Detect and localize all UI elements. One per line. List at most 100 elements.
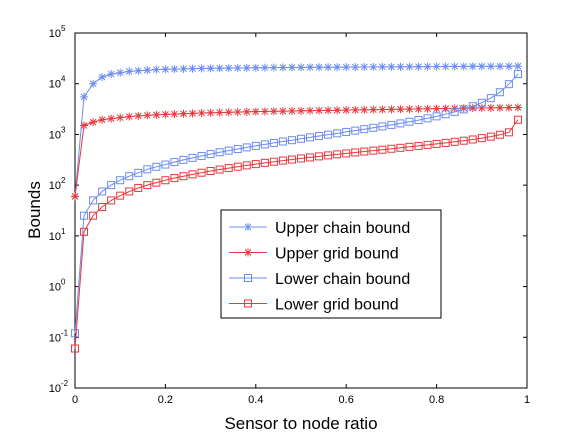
data-point bbox=[71, 192, 79, 201]
data-point bbox=[378, 105, 387, 114]
data-point bbox=[215, 108, 224, 117]
data-point bbox=[80, 211, 89, 220]
data-point-stroke bbox=[433, 63, 440, 70]
data-point bbox=[71, 329, 79, 338]
legend-label: Lower chain bound bbox=[275, 271, 410, 288]
data-point bbox=[161, 176, 170, 185]
data-point-stroke bbox=[198, 109, 205, 117]
data-point bbox=[423, 62, 432, 71]
data-point bbox=[224, 64, 233, 73]
data-point bbox=[125, 67, 134, 76]
data-point bbox=[459, 136, 468, 145]
series-layer bbox=[71, 62, 522, 353]
data-point bbox=[306, 133, 315, 142]
series-1 bbox=[71, 103, 522, 201]
data-point-stroke bbox=[89, 118, 97, 126]
data-point bbox=[206, 108, 215, 117]
data-point-stroke bbox=[80, 93, 88, 101]
data-point bbox=[215, 165, 224, 174]
data-point bbox=[495, 130, 504, 139]
y-tick-label: 10 bbox=[49, 129, 61, 141]
data-point-stroke bbox=[478, 62, 486, 70]
data-point bbox=[80, 121, 89, 130]
data-point bbox=[287, 106, 296, 115]
data-point bbox=[297, 106, 305, 115]
data-point bbox=[504, 62, 513, 71]
data-point bbox=[125, 172, 134, 181]
y-tick-base: 10 bbox=[49, 28, 61, 40]
data-point bbox=[143, 66, 152, 75]
data-point-stroke bbox=[279, 107, 287, 115]
data-point bbox=[80, 227, 89, 236]
data-point-stroke bbox=[243, 64, 251, 72]
data-point bbox=[197, 168, 206, 177]
data-point bbox=[459, 62, 468, 71]
data-point-stroke bbox=[234, 108, 242, 116]
data-point bbox=[116, 68, 125, 77]
data-point bbox=[306, 153, 315, 162]
data-point bbox=[260, 140, 269, 149]
data-point bbox=[477, 62, 486, 71]
y-tick-base: 10 bbox=[49, 79, 61, 91]
data-point bbox=[170, 158, 179, 167]
legend-label: Upper chain bound bbox=[275, 220, 410, 237]
data-point-stroke bbox=[351, 63, 359, 71]
data-point bbox=[513, 62, 522, 71]
data-point bbox=[414, 62, 423, 71]
data-point bbox=[459, 105, 468, 114]
y-tick-base: 10 bbox=[49, 282, 61, 294]
data-point bbox=[152, 110, 161, 119]
data-point bbox=[333, 129, 342, 138]
data-point-stroke bbox=[333, 63, 341, 71]
data-point bbox=[477, 98, 486, 107]
data-point bbox=[89, 211, 98, 220]
data-point bbox=[224, 108, 233, 117]
data-point bbox=[143, 181, 152, 190]
data-point bbox=[251, 141, 260, 150]
data-point bbox=[89, 79, 98, 88]
y-tick-label: 10 bbox=[49, 79, 61, 91]
data-point bbox=[278, 137, 287, 146]
data-point-stroke bbox=[261, 108, 269, 115]
y-tick-exponent: 5 bbox=[61, 24, 66, 33]
data-point bbox=[468, 62, 477, 71]
data-point-stroke bbox=[207, 109, 214, 117]
data-point-stroke bbox=[279, 64, 287, 71]
data-point bbox=[242, 143, 251, 152]
data-point-stroke bbox=[496, 62, 504, 70]
data-point-stroke bbox=[424, 105, 431, 113]
data-point-stroke bbox=[270, 64, 278, 71]
y-tick-exponent: -2 bbox=[61, 379, 69, 388]
data-point bbox=[441, 62, 450, 71]
data-point bbox=[504, 80, 513, 89]
legend-marker bbox=[244, 248, 252, 257]
data-point bbox=[396, 143, 405, 152]
data-point-stroke bbox=[360, 63, 368, 71]
data-point bbox=[215, 148, 224, 157]
data-point-stroke bbox=[369, 106, 377, 114]
data-point bbox=[351, 105, 360, 114]
data-point bbox=[306, 63, 315, 72]
data-point-stroke bbox=[342, 106, 350, 114]
data-point bbox=[179, 172, 188, 181]
data-point bbox=[342, 149, 351, 158]
data-point bbox=[405, 142, 414, 151]
data-point-stroke bbox=[225, 108, 233, 116]
data-point-stroke bbox=[342, 63, 350, 71]
y-tick-exponent: 2 bbox=[61, 176, 66, 185]
data-point-stroke bbox=[379, 63, 386, 71]
data-point-stroke bbox=[514, 62, 522, 70]
data-point-stroke bbox=[261, 64, 269, 72]
data-point bbox=[468, 102, 477, 111]
data-point bbox=[107, 181, 116, 190]
data-point bbox=[206, 64, 215, 73]
data-point bbox=[71, 344, 79, 353]
data-point-stroke bbox=[125, 113, 133, 120]
data-point bbox=[143, 165, 152, 174]
data-point bbox=[315, 63, 324, 72]
data-point bbox=[134, 168, 143, 177]
data-point bbox=[423, 114, 432, 123]
data-point-stroke bbox=[424, 63, 431, 71]
data-point bbox=[242, 107, 251, 116]
